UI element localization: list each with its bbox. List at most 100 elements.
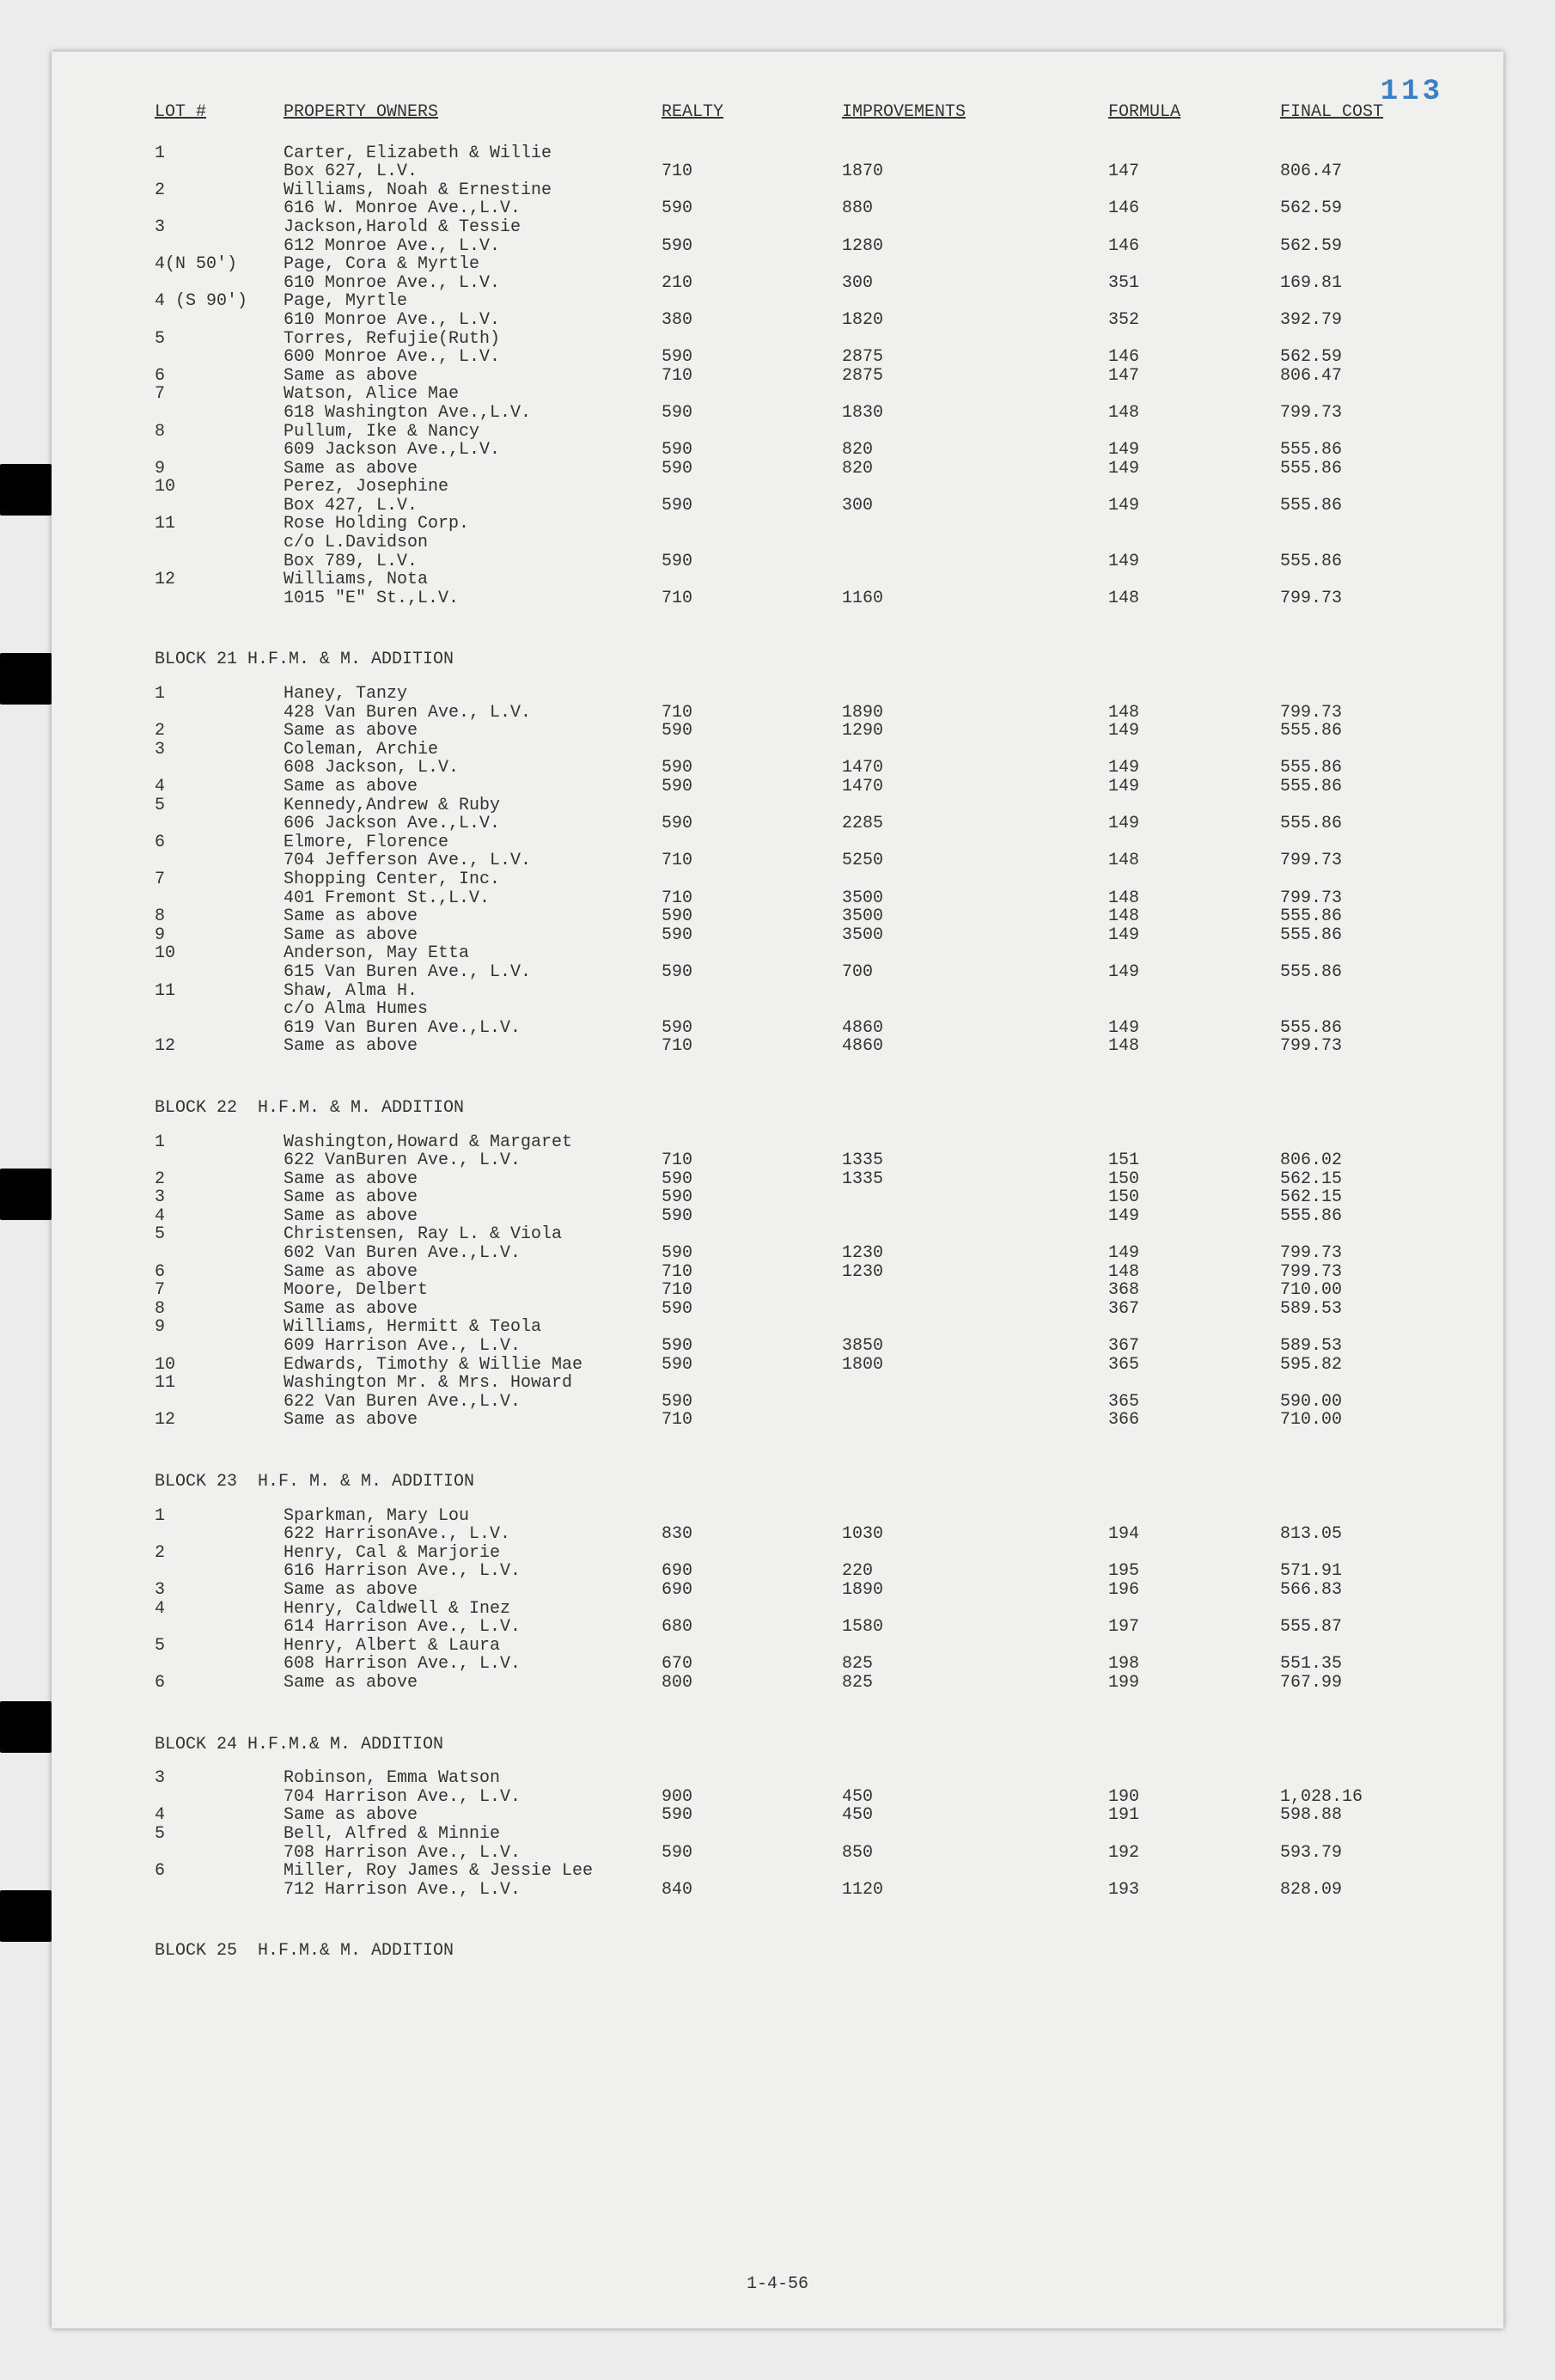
cell-owner: Same as above: [284, 367, 662, 386]
cell-lot: 8: [155, 423, 284, 442]
cell-address: c/o L.Davidson: [284, 534, 662, 552]
cell-formula: 147: [1108, 367, 1280, 386]
cell-owner: Page, Cora & Myrtle: [284, 255, 662, 274]
cell-realty: 590: [662, 759, 842, 778]
cell-realty: 590: [662, 237, 842, 256]
cell-improvements: 4860: [842, 1037, 1108, 1056]
table-row: 3Same as above590150562.15: [155, 1188, 1418, 1207]
cell-address: 428 Van Buren Ave., L.V.: [284, 704, 662, 723]
table-row: 616 W. Monroe Ave.,L.V.590880146562.59: [155, 199, 1418, 218]
cell-improvements: [842, 1188, 1108, 1207]
cell-realty: 590: [662, 404, 842, 423]
cell-improvements: 825: [842, 1674, 1108, 1693]
table-row: 4Same as above590149555.86: [155, 1207, 1418, 1226]
cell-address: 606 Jackson Ave.,L.V.: [284, 815, 662, 833]
cell-improvements: 1280: [842, 237, 1108, 256]
cell-lot: [155, 1019, 284, 1038]
table-row: 9Williams, Hermitt & Teola: [155, 1318, 1418, 1337]
cell-final-cost: 806.47: [1280, 367, 1418, 386]
table-row: 1Washington,Howard & Margaret: [155, 1133, 1418, 1152]
cell-address: 622 HarrisonAve., L.V.: [284, 1525, 662, 1544]
cell-formula: 149: [1108, 552, 1280, 571]
table-row: 612 Monroe Ave., L.V.5901280146562.59: [155, 237, 1418, 256]
cell-address: 609 Harrison Ave., L.V.: [284, 1337, 662, 1356]
cell-owner: Washington,Howard & Margaret: [284, 1133, 662, 1152]
cell-final-cost: 555.86: [1280, 778, 1418, 796]
cell-lot: 1: [155, 1133, 284, 1152]
table-row: 609 Harrison Ave., L.V.5903850367589.53: [155, 1337, 1418, 1356]
cell-lot: 4: [155, 1600, 284, 1619]
block-heading: BLOCK 25 H.F.M.& M. ADDITION: [155, 1942, 1418, 1961]
cell-lot: [155, 1244, 284, 1263]
table-row: 11Washington Mr. & Mrs. Howard: [155, 1374, 1418, 1393]
cell-lot: 10: [155, 944, 284, 963]
cell-improvements: 825: [842, 1655, 1108, 1674]
cell-owner: Henry, Caldwell & Inez: [284, 1600, 662, 1619]
cell-improvements: 300: [842, 274, 1108, 293]
table-row: 610 Monroe Ave., L.V.3801820352392.79: [155, 311, 1418, 330]
cell-lot: 5: [155, 1637, 284, 1656]
table-row: 3Robinson, Emma Watson: [155, 1769, 1418, 1788]
cell-lot: [155, 1525, 284, 1544]
cell-owner: Williams, Nota: [284, 571, 662, 589]
cell-lot: [155, 1562, 284, 1581]
cell-owner: Henry, Cal & Marjorie: [284, 1544, 662, 1563]
table-row: 7Shopping Center, Inc.: [155, 870, 1418, 889]
cell-formula: 148: [1108, 889, 1280, 908]
cell-improvements: 1890: [842, 704, 1108, 723]
cell-final-cost: 593.79: [1280, 1844, 1418, 1863]
cell-improvements: 1160: [842, 589, 1108, 608]
cell-lot: 7: [155, 870, 284, 889]
cell-final-cost: 566.83: [1280, 1581, 1418, 1600]
table-row: 11Rose Holding Corp.: [155, 515, 1418, 534]
table-row: 5Kennedy,Andrew & Ruby: [155, 796, 1418, 815]
cell-final-cost: 828.09: [1280, 1881, 1418, 1900]
cell-owner: Same as above: [284, 1806, 662, 1825]
cell-realty: 210: [662, 274, 842, 293]
cell-realty: 590: [662, 778, 842, 796]
cell-final-cost: 562.59: [1280, 237, 1418, 256]
cell-improvements: [842, 552, 1108, 571]
table-row: c/o Alma Humes: [155, 1000, 1418, 1019]
cell-owner: Christensen, Ray L. & Viola: [284, 1225, 662, 1244]
cell-formula: 146: [1108, 237, 1280, 256]
header-improvements: IMPROVEMENTS: [842, 103, 1108, 122]
cell-improvements: 2875: [842, 367, 1108, 386]
cell-lot: [155, 851, 284, 870]
cell-formula: 146: [1108, 348, 1280, 367]
cell-improvements: 3500: [842, 907, 1108, 926]
cell-final-cost: 555.86: [1280, 907, 1418, 926]
cell-lot: 5: [155, 1225, 284, 1244]
cell-final-cost: 1,028.16: [1280, 1788, 1418, 1807]
cell-lot: 3: [155, 1769, 284, 1788]
cell-lot: [155, 199, 284, 218]
cell-realty: 710: [662, 889, 842, 908]
cell-improvements: 450: [842, 1806, 1108, 1825]
cell-lot: [155, 704, 284, 723]
table-row: 6Same as above7101230148799.73: [155, 1263, 1418, 1282]
cell-formula: 148: [1108, 404, 1280, 423]
cell-formula: 148: [1108, 851, 1280, 870]
cell-final-cost: 562.59: [1280, 199, 1418, 218]
cell-address: 609 Jackson Ave.,L.V.: [284, 441, 662, 460]
cell-lot: 3: [155, 218, 284, 237]
cell-realty: 710: [662, 1037, 842, 1056]
cell-realty: 710: [662, 851, 842, 870]
cell-owner: Bell, Alfred & Minnie: [284, 1825, 662, 1844]
cell-formula: 367: [1108, 1337, 1280, 1356]
header-owner: PROPERTY OWNERS: [284, 103, 662, 122]
cell-address: 610 Monroe Ave., L.V.: [284, 274, 662, 293]
table-row: 6Elmore, Florence: [155, 833, 1418, 852]
table-row: 12Williams, Nota: [155, 571, 1418, 589]
table-row: 616 Harrison Ave., L.V.690220195571.91: [155, 1562, 1418, 1581]
cell-lot: 9: [155, 460, 284, 479]
cell-lot: [155, 1151, 284, 1170]
table-row: 3Same as above6901890196566.83: [155, 1581, 1418, 1600]
table-row: 3Coleman, Archie: [155, 741, 1418, 760]
cell-address: 610 Monroe Ave., L.V.: [284, 311, 662, 330]
cell-improvements: 880: [842, 199, 1108, 218]
cell-realty: 710: [662, 1281, 842, 1300]
cell-improvements: 1290: [842, 722, 1108, 741]
cell-lot: [155, 1000, 284, 1019]
table-row: 5Bell, Alfred & Minnie: [155, 1825, 1418, 1844]
